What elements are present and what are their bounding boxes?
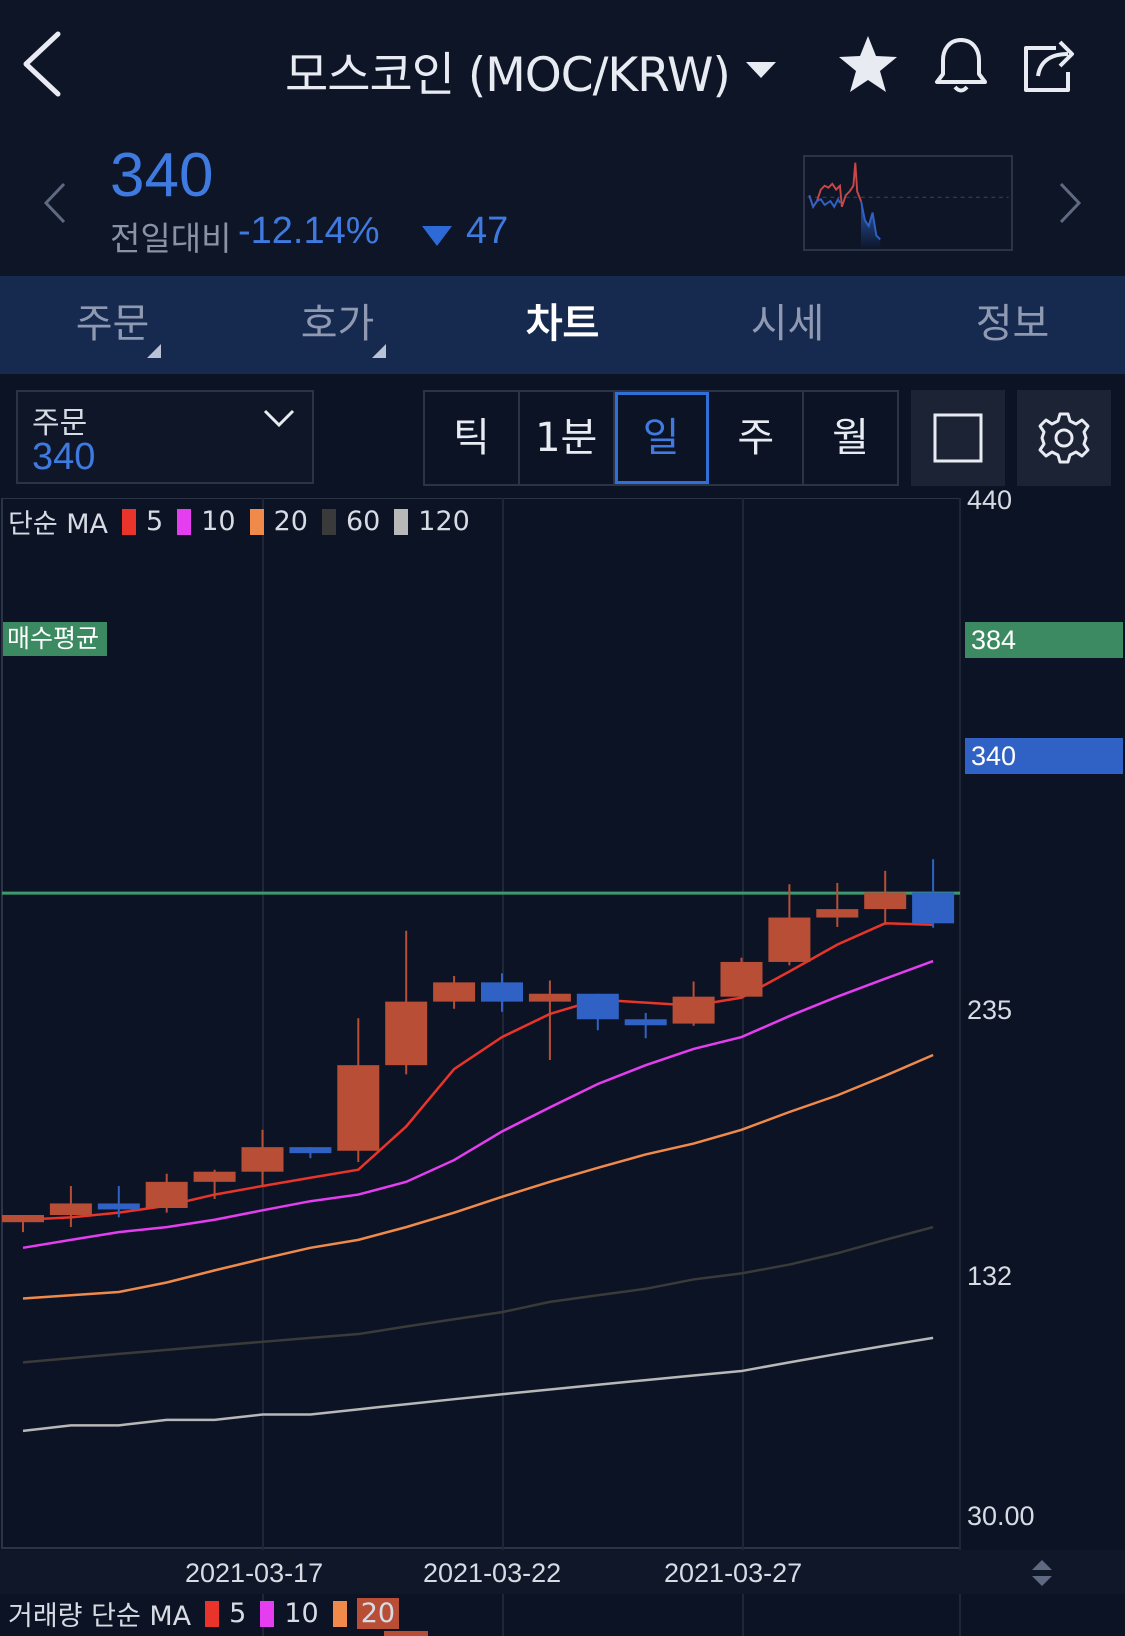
period-selector: 틱 1분 일 주 월 — [423, 390, 899, 486]
candlestick-chart — [0, 498, 1125, 1636]
order-dropdown[interactable]: 주문 340 — [16, 390, 314, 484]
x-tick-label: 2021-03-17 — [185, 1558, 324, 1588]
candle-up — [145, 1181, 188, 1209]
change-amount: 47 — [466, 210, 509, 252]
candle-up — [385, 1001, 428, 1066]
period-1min[interactable]: 1분 — [520, 392, 615, 484]
star-icon[interactable] — [835, 32, 901, 98]
market-selector[interactable]: 모스코인 (MOC/KRW) — [285, 40, 776, 103]
tab-market-price[interactable]: 시세 — [750, 301, 825, 347]
ma10-swatch — [177, 508, 192, 535]
candle-up — [433, 982, 476, 1002]
vol-ma20-swatch — [332, 1600, 347, 1627]
order-dropdown-label: 주문 — [32, 406, 88, 441]
candle-up — [337, 1065, 380, 1151]
candle-up — [864, 892, 907, 910]
next-market-icon[interactable] — [1055, 178, 1085, 228]
main-tabs: 주문 호가 차트 시세 정보 — [0, 276, 1125, 374]
fullscreen-button[interactable] — [911, 390, 1005, 486]
down-arrow-icon — [422, 226, 452, 246]
avg-buy-label: 매수평균 — [3, 622, 108, 656]
dropdown-caret-icon — [745, 62, 776, 78]
volume-bar — [384, 1631, 428, 1636]
ma20-label: 20 — [273, 506, 308, 537]
current-price: 340 — [110, 141, 214, 210]
ma5-label: 5 — [146, 506, 164, 537]
mini-price-chart — [803, 155, 1013, 251]
y-tick-label: 440 — [967, 485, 1013, 515]
candle-up — [2, 1214, 44, 1223]
price-summary: 340 전일대비 -12.14% 47 — [0, 140, 1125, 276]
tab-orderbook[interactable]: 호가 — [225, 276, 450, 374]
market-title: 모스코인 (MOC/KRW) — [285, 47, 731, 103]
x-axis-band — [0, 1550, 1125, 1594]
period-week[interactable]: 주 — [709, 392, 805, 484]
ma10-label: 10 — [201, 506, 236, 537]
ma5-line — [22, 922, 934, 1222]
share-icon[interactable] — [1016, 32, 1082, 98]
candle-up — [720, 961, 763, 997]
settings-button[interactable] — [1017, 390, 1111, 486]
order-dropdown-value: 340 — [32, 436, 96, 478]
candle-down — [912, 892, 955, 924]
vol-ma5-label: 5 — [229, 1598, 247, 1629]
avg-buy-price-tag: 384 — [965, 622, 1123, 658]
candle-up — [528, 993, 571, 1002]
y-tick-label: 235 — [967, 995, 1013, 1025]
x-tick-label: 2021-03-22 — [423, 1558, 562, 1588]
prev-market-icon[interactable] — [40, 178, 70, 228]
back-icon[interactable] — [18, 28, 68, 100]
period-month[interactable]: 월 — [832, 415, 869, 461]
ma120-label: 120 — [418, 506, 470, 537]
tab-order[interactable]: 주문 — [0, 276, 225, 374]
ma20-swatch — [249, 508, 264, 535]
candle-down — [481, 982, 523, 1002]
x-tick-label: 2021-03-27 — [664, 1558, 803, 1588]
ma120-line — [22, 1336, 934, 1433]
ma60-line — [22, 1225, 934, 1364]
ma-legend-prefix: 단순 MA — [8, 509, 109, 540]
ma5-swatch — [122, 508, 137, 535]
candle-up — [672, 996, 715, 1024]
change-label: 전일대비 — [110, 219, 232, 258]
vol-ma20-label: 20 — [356, 1598, 400, 1629]
vol-ma10-swatch — [260, 1600, 275, 1627]
change-percent: -12.14% — [238, 210, 380, 252]
bell-icon[interactable] — [928, 32, 994, 98]
plot-frame — [1, 498, 961, 1549]
candle-down — [624, 1019, 667, 1026]
candle-up — [193, 1171, 236, 1182]
last-price-tag: 340 — [965, 738, 1123, 774]
candle-down — [576, 993, 619, 1020]
chevron-down-icon — [263, 409, 295, 428]
price-chart[interactable]: 단순 MA 5 10 20 60 120 매수평균 440 384 340 23… — [0, 485, 1125, 1636]
gear-icon — [1038, 412, 1090, 464]
volume-legend-prefix: 거래량 단순 MA — [8, 1601, 192, 1632]
period-day[interactable]: 일 — [614, 392, 710, 484]
ma120-swatch — [394, 508, 409, 535]
ma10-line — [22, 959, 934, 1250]
vol-ma10-label: 10 — [284, 1598, 319, 1629]
sort-icon[interactable] — [1030, 1558, 1054, 1588]
y-tick-label: 132 — [967, 1261, 1013, 1291]
period-tick[interactable]: 틱 — [425, 392, 520, 484]
app-header: 모스코인 (MOC/KRW) — [0, 0, 1125, 140]
ma20-line — [22, 1053, 934, 1300]
square-icon — [933, 413, 983, 463]
chart-toolbar: 주문 340 틱 1분 일 주 월 — [0, 374, 1125, 498]
ma60-swatch — [321, 508, 336, 535]
candle-up — [49, 1203, 92, 1215]
ma60-label: 60 — [345, 506, 381, 537]
candle-down — [97, 1203, 140, 1210]
volume-ma-legend: 거래량 단순 MA 5 10 20 — [8, 1594, 400, 1633]
tab-chart[interactable]: 차트 — [525, 301, 600, 347]
ma-legend: 단순 MA 5 10 20 60 120 — [8, 502, 470, 541]
candle-up — [241, 1147, 284, 1172]
y-tick-label: 30.00 — [967, 1501, 1035, 1531]
candle-up — [816, 909, 859, 918]
candle-down — [289, 1147, 332, 1154]
tab-info[interactable]: 정보 — [975, 301, 1050, 347]
candle-up — [768, 917, 811, 962]
vol-ma5-swatch — [205, 1600, 220, 1627]
